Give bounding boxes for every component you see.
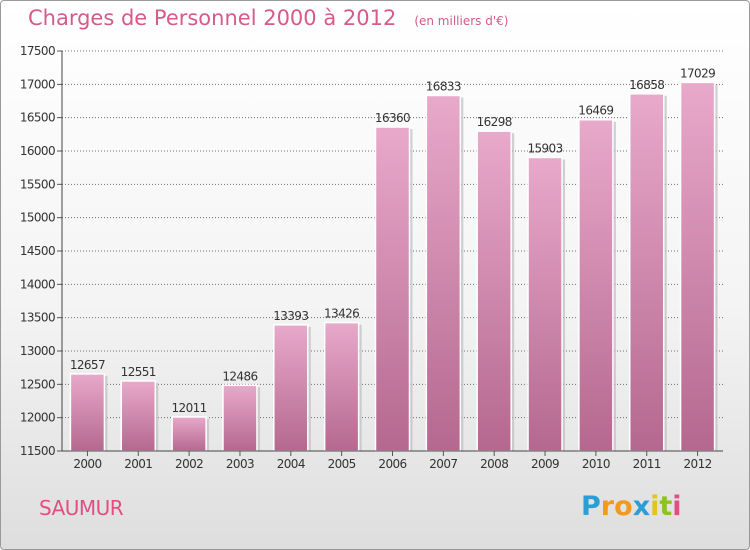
chart-title: Charges de Personnel 2000 à 2012 (en mill… [28,6,508,30]
y-tick-label: 13000 [20,344,55,358]
logo-letter: i [650,491,660,522]
x-tick-label: 2009 [531,457,559,471]
bar-value-label: 17029 [680,66,715,80]
y-tick-label: 16500 [20,111,55,125]
logo-letter: t [659,491,673,522]
bar-value-label: 16858 [629,78,664,92]
proxiti-logo-text: Proxiti [581,491,682,522]
bar [527,156,563,452]
x-tick-label: 2008 [480,457,508,471]
bar-value-label: 15903 [527,141,562,155]
bar-value-label: 16469 [578,104,613,118]
bar [222,384,258,452]
y-tick-label: 15000 [20,211,55,225]
labels: 11500 12000 12500 13000 13500 14000 14500 15000… [20,44,716,471]
bar [425,94,462,452]
y-tick-label: 12500 [20,377,55,391]
x-tick-label: 2011 [633,457,661,471]
bar [120,380,157,452]
x-tick-label: 2000 [73,457,101,471]
bars [69,81,718,452]
bar-value-label: 12551 [121,365,156,379]
x-tick-label: 2010 [582,457,610,471]
x-tick-label: 2006 [378,457,406,471]
logo-letter: i [672,491,682,522]
bar-value-label: 13393 [273,309,308,323]
y-tick-label: 14000 [20,277,55,291]
bar [578,118,614,452]
y-tick-label: 16000 [20,144,55,158]
y-tick-label: 17500 [20,44,55,58]
logo-letter: o [614,491,633,522]
x-tick-label: 2002 [175,457,203,471]
y-tick-label: 12000 [20,411,55,425]
y-tick-label: 14500 [20,244,55,258]
bar [171,416,207,452]
bar [476,130,512,452]
x-tick-label: 2004 [277,457,305,471]
y-tick-label: 11500 [20,444,55,458]
y-tick-label: 15500 [20,177,55,191]
x-tick-label: 2005 [328,457,356,471]
logo-letter: r [600,491,615,522]
logo-letter: P [581,491,601,522]
y-tick-label: 13500 [20,311,55,325]
axes [57,50,723,456]
x-tick-label: 2003 [226,457,254,471]
y-tick-label: 17000 [20,77,55,91]
x-tick-label: 2001 [124,457,152,471]
bar [679,81,716,452]
bar-value-label: 16360 [375,111,410,125]
bar-value-label: 16298 [477,115,512,129]
bar-value-label: 16833 [426,79,461,93]
bar [628,93,665,452]
bar [69,373,106,452]
bar [323,321,360,452]
chart-title-text: Charges de Personnel 2000 à 2012 [28,6,397,30]
bar-value-label: 12011 [172,401,207,415]
chart-subtitle: (en milliers d'€) [414,14,509,28]
bar [273,324,309,452]
bar-value-label: 13426 [324,307,359,321]
proxiti-logo: Proxiti [581,491,691,523]
x-tick-label: 2007 [429,457,457,471]
x-tick-label: 2012 [684,457,712,471]
location-label: SAUMUR [39,496,124,520]
bar [374,126,411,452]
bar-value-label: 12657 [70,358,105,372]
logo-letter: x [632,491,651,522]
bar-value-label: 12486 [222,369,257,383]
